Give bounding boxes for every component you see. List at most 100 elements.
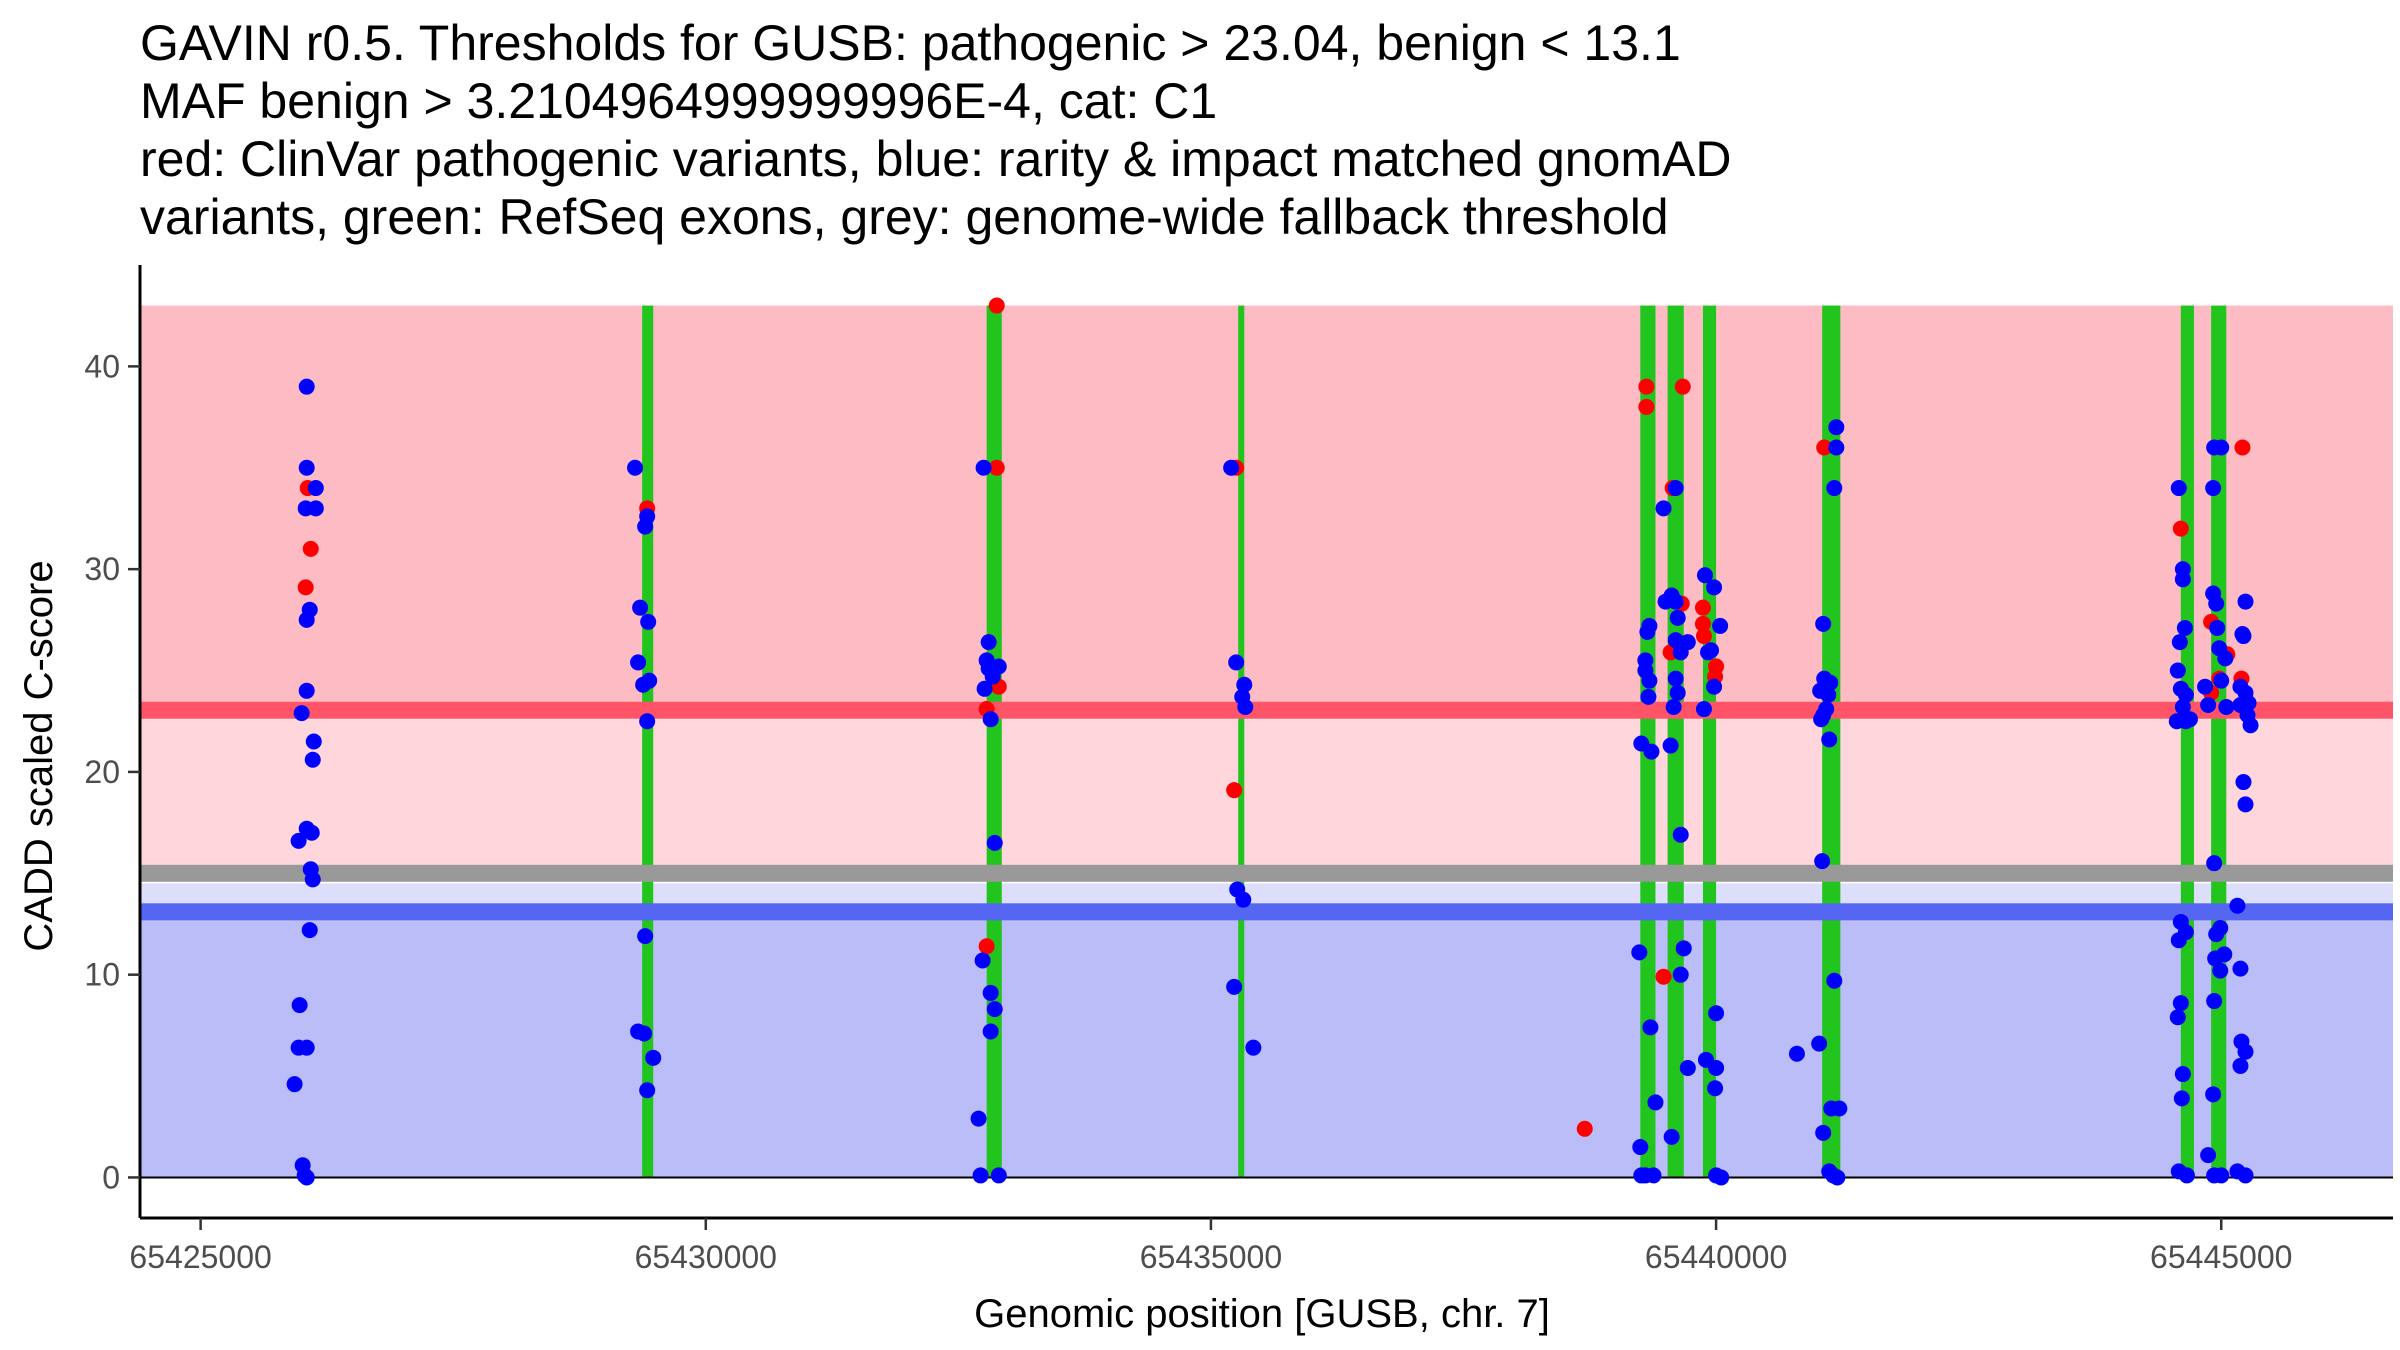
gnomad-point-70 (1640, 688, 1657, 705)
exon-bar-2 (986, 305, 1002, 1178)
gnomad-point-25 (627, 459, 644, 476)
data-points (286, 297, 2259, 1186)
gnomad-point-185 (2235, 774, 2252, 791)
gnomad-point-49 (982, 984, 999, 1001)
title-line-1: GAVIN r0.5. Thresholds for GUSB: pathoge… (140, 15, 1681, 71)
gnomad-point-84 (1669, 609, 1686, 626)
gnomad-point-18 (291, 997, 308, 1014)
gnomad-point-32 (635, 676, 652, 693)
exon-bar-8 (2180, 305, 2194, 1178)
gnomad-point-92 (1672, 826, 1689, 843)
gnomad-point-147 (2172, 995, 2189, 1012)
exon-bar-3 (1238, 305, 1245, 1178)
gnomad-point-1 (298, 378, 315, 395)
gnomad-point-182 (2240, 694, 2257, 711)
gnomad-point-118 (1813, 711, 1830, 728)
gnomad-point-30 (630, 654, 647, 671)
gnomad-point-109 (1713, 1169, 1730, 1186)
gnomad-point-36 (636, 1025, 653, 1042)
gnomad-point-103 (1695, 701, 1712, 718)
gnomad-point-61 (1235, 891, 1252, 908)
gnomad-point-172 (2205, 1086, 2222, 1103)
gnomad-point-101 (1703, 642, 1720, 659)
gnomad-point-56 (1228, 654, 1245, 671)
gnomad-point-137 (2169, 662, 2186, 679)
exon-bar-1 (642, 305, 654, 1178)
gnomad-point-149 (2174, 1066, 2191, 1083)
gnomad-point-27 (637, 518, 654, 535)
gnomad-point-45 (976, 680, 993, 697)
gnomad-point-110 (1788, 1045, 1805, 1062)
clinvar-point-14 (1638, 398, 1655, 415)
clinvar-point-12 (1576, 1120, 1593, 1137)
gnomad-point-154 (2213, 439, 2230, 456)
pathogenic-threshold-line (140, 701, 2393, 719)
gnomad-point-188 (2232, 960, 2249, 977)
clinvar-point-19 (1655, 968, 1672, 985)
gnomad-point-51 (982, 1023, 999, 1040)
gnomad-point-157 (2208, 595, 2225, 612)
gnomad-point-165 (2206, 855, 2223, 872)
gnomad-point-121 (1811, 1035, 1828, 1052)
gnomad-point-7 (298, 611, 315, 628)
gnomad-point-99 (1712, 617, 1729, 634)
y-tick-label-4: 30 (84, 551, 120, 587)
gnomad-point-158 (2209, 619, 2226, 636)
gnomad-point-17 (301, 922, 318, 939)
clinvar-point-2 (302, 540, 319, 557)
gnomad-point-167 (2208, 926, 2225, 943)
x-tick-label-4: 65440000 (1645, 1239, 1787, 1275)
gnomad-point-78 (1645, 1167, 1662, 1184)
gnomad-point-46 (982, 711, 999, 728)
gnomad-point-132 (2170, 480, 2187, 497)
gnomad-point-163 (2200, 697, 2217, 714)
title-line-2: MAF benign > 3.2104964999999996E-4, cat:… (140, 73, 1218, 129)
gnomad-point-128 (1829, 1169, 1846, 1186)
gnomad-point-28 (632, 599, 649, 616)
gnomad-point-173 (2200, 1147, 2217, 1164)
gnomad-point-134 (2174, 571, 2191, 588)
gnomad-point-54 (990, 1167, 1007, 1184)
gnomad-point-143 (2181, 711, 2198, 728)
gnomad-point-98 (1706, 579, 1723, 596)
gnomad-point-57 (1236, 676, 1253, 693)
gnomad-point-73 (1642, 1019, 1659, 1036)
y-tick-label-3: 20 (84, 754, 120, 790)
gnomad-point-90 (1665, 699, 1682, 716)
gnomad-point-71 (1643, 743, 1660, 760)
clinvar-point-5 (988, 297, 1005, 314)
pathogenic-band (140, 305, 2393, 711)
gnomad-point-38 (639, 1082, 656, 1099)
gnomad-point-11 (304, 751, 321, 768)
x-axis-label: Genomic position [GUSB, chr. 7] (974, 1292, 1550, 1336)
fallback-threshold-line (140, 864, 2393, 882)
gnomad-point-148 (2169, 1009, 2186, 1026)
clinvar-point-22 (1695, 628, 1712, 645)
gnomad-point-186 (2237, 796, 2254, 813)
gnomad-point-16 (304, 871, 321, 888)
gnomad-point-135 (2176, 619, 2193, 636)
gnomad-point-139 (2177, 686, 2194, 703)
gnomad-point-62 (1226, 978, 1243, 995)
gnomad-point-187 (2229, 897, 2246, 914)
clinvar-point-25 (1816, 439, 1833, 456)
clinvar-point-26 (2172, 520, 2189, 537)
gnomad-point-29 (640, 613, 657, 630)
x-tick-label-2: 65430000 (635, 1239, 777, 1275)
gnomad-point-24 (298, 1169, 315, 1186)
gnomad-point-93 (1675, 940, 1692, 957)
gnomad-point-130 (1828, 439, 1845, 456)
gnomad-point-55 (1223, 459, 1240, 476)
x-tick-label-3: 65435000 (1140, 1239, 1282, 1275)
gnomad-point-5 (307, 500, 324, 517)
axes: 65425000 65430000 65435000 65440000 65445000… (84, 265, 2393, 1275)
benign-threshold-line (140, 903, 2393, 921)
threshold-bands (140, 305, 2393, 1178)
gnomad-point-184 (2242, 717, 2259, 734)
gnomad-point-86 (1667, 632, 1684, 649)
gnomad-point-136 (2171, 634, 2188, 651)
gnomad-point-95 (1679, 1059, 1696, 1076)
gnomad-point-160 (2217, 650, 2234, 667)
gnomad-point-124 (1831, 1100, 1848, 1117)
